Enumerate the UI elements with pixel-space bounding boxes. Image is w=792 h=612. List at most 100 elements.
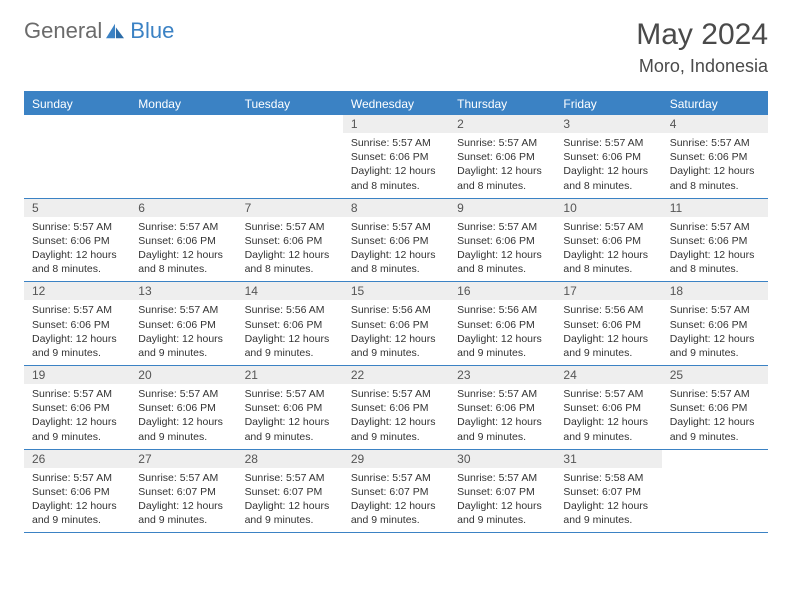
- day-body: Sunrise: 5:57 AMSunset: 6:06 PMDaylight:…: [343, 133, 449, 198]
- day-number: 21: [237, 366, 343, 384]
- day-body: Sunrise: 5:56 AMSunset: 6:06 PMDaylight:…: [449, 300, 555, 365]
- day-number: 8: [343, 199, 449, 217]
- sunset-text: Sunset: 6:06 PM: [563, 234, 653, 248]
- day-body: Sunrise: 5:57 AMSunset: 6:06 PMDaylight:…: [449, 384, 555, 449]
- month-title: May 2024: [636, 18, 768, 52]
- calendar: Sunday Monday Tuesday Wednesday Thursday…: [24, 91, 768, 533]
- day-header: Saturday: [662, 93, 768, 115]
- day-cell: 2Sunrise: 5:57 AMSunset: 6:06 PMDaylight…: [449, 115, 555, 198]
- day-body: Sunrise: 5:57 AMSunset: 6:06 PMDaylight:…: [662, 217, 768, 282]
- sunrise-text: Sunrise: 5:56 AM: [457, 303, 547, 317]
- day-number: 16: [449, 282, 555, 300]
- day-header: Tuesday: [237, 93, 343, 115]
- day-number: 9: [449, 199, 555, 217]
- day-cell: 31Sunrise: 5:58 AMSunset: 6:07 PMDayligh…: [555, 450, 661, 533]
- daylight-text: Daylight: 12 hours and 8 minutes.: [245, 248, 335, 276]
- daylight-text: Daylight: 12 hours and 9 minutes.: [351, 415, 441, 443]
- sunset-text: Sunset: 6:06 PM: [138, 401, 228, 415]
- daylight-text: Daylight: 12 hours and 9 minutes.: [457, 332, 547, 360]
- day-cell: 10Sunrise: 5:57 AMSunset: 6:06 PMDayligh…: [555, 199, 661, 282]
- day-number: 28: [237, 450, 343, 468]
- day-cell: 4Sunrise: 5:57 AMSunset: 6:06 PMDaylight…: [662, 115, 768, 198]
- week-row: 19Sunrise: 5:57 AMSunset: 6:06 PMDayligh…: [24, 366, 768, 450]
- day-number: 14: [237, 282, 343, 300]
- daylight-text: Daylight: 12 hours and 9 minutes.: [563, 499, 653, 527]
- day-cell: 7Sunrise: 5:57 AMSunset: 6:06 PMDaylight…: [237, 199, 343, 282]
- day-cell: 17Sunrise: 5:56 AMSunset: 6:06 PMDayligh…: [555, 282, 661, 365]
- sunrise-text: Sunrise: 5:57 AM: [563, 220, 653, 234]
- sunset-text: Sunset: 6:07 PM: [351, 485, 441, 499]
- day-body: Sunrise: 5:57 AMSunset: 6:06 PMDaylight:…: [130, 300, 236, 365]
- sunrise-text: Sunrise: 5:56 AM: [351, 303, 441, 317]
- day-body: Sunrise: 5:57 AMSunset: 6:06 PMDaylight:…: [555, 384, 661, 449]
- day-number: 11: [662, 199, 768, 217]
- sunrise-text: Sunrise: 5:57 AM: [670, 303, 760, 317]
- sunrise-text: Sunrise: 5:57 AM: [32, 220, 122, 234]
- day-cell: [662, 450, 768, 533]
- daylight-text: Daylight: 12 hours and 9 minutes.: [138, 415, 228, 443]
- sunset-text: Sunset: 6:07 PM: [138, 485, 228, 499]
- sunrise-text: Sunrise: 5:57 AM: [351, 136, 441, 150]
- day-cell: 25Sunrise: 5:57 AMSunset: 6:06 PMDayligh…: [662, 366, 768, 449]
- sunrise-text: Sunrise: 5:57 AM: [138, 303, 228, 317]
- day-number: 26: [24, 450, 130, 468]
- day-cell: 19Sunrise: 5:57 AMSunset: 6:06 PMDayligh…: [24, 366, 130, 449]
- week-row: 1Sunrise: 5:57 AMSunset: 6:06 PMDaylight…: [24, 115, 768, 199]
- day-cell: 5Sunrise: 5:57 AMSunset: 6:06 PMDaylight…: [24, 199, 130, 282]
- day-header: Sunday: [24, 93, 130, 115]
- sunrise-text: Sunrise: 5:57 AM: [563, 387, 653, 401]
- sunset-text: Sunset: 6:06 PM: [32, 318, 122, 332]
- daylight-text: Daylight: 12 hours and 9 minutes.: [245, 415, 335, 443]
- day-number: 30: [449, 450, 555, 468]
- logo-text-general: General: [24, 18, 102, 44]
- week-row: 12Sunrise: 5:57 AMSunset: 6:06 PMDayligh…: [24, 282, 768, 366]
- day-body: Sunrise: 5:57 AMSunset: 6:06 PMDaylight:…: [449, 133, 555, 198]
- sunset-text: Sunset: 6:06 PM: [457, 150, 547, 164]
- sunrise-text: Sunrise: 5:57 AM: [670, 136, 760, 150]
- day-number: 27: [130, 450, 236, 468]
- day-body: Sunrise: 5:57 AMSunset: 6:06 PMDaylight:…: [343, 217, 449, 282]
- sunset-text: Sunset: 6:07 PM: [245, 485, 335, 499]
- day-cell: 14Sunrise: 5:56 AMSunset: 6:06 PMDayligh…: [237, 282, 343, 365]
- day-number: 12: [24, 282, 130, 300]
- daylight-text: Daylight: 12 hours and 9 minutes.: [138, 499, 228, 527]
- day-number: 4: [662, 115, 768, 133]
- day-number: 23: [449, 366, 555, 384]
- sunset-text: Sunset: 6:06 PM: [138, 234, 228, 248]
- sunrise-text: Sunrise: 5:57 AM: [563, 136, 653, 150]
- day-number: 24: [555, 366, 661, 384]
- day-cell: 6 Sunrise: 5:57 AMSunset: 6:06 PMDaylight…: [130, 199, 236, 282]
- day-number: 25: [662, 366, 768, 384]
- day-cell: 30Sunrise: 5:57 AMSunset: 6:07 PMDayligh…: [449, 450, 555, 533]
- day-header: Wednesday: [343, 93, 449, 115]
- daylight-text: Daylight: 12 hours and 9 minutes.: [351, 332, 441, 360]
- day-cell: 3Sunrise: 5:57 AMSunset: 6:06 PMDaylight…: [555, 115, 661, 198]
- sunset-text: Sunset: 6:06 PM: [32, 485, 122, 499]
- week-row: 26Sunrise: 5:57 AMSunset: 6:06 PMDayligh…: [24, 450, 768, 534]
- sunrise-text: Sunrise: 5:57 AM: [138, 220, 228, 234]
- sunset-text: Sunset: 6:06 PM: [245, 401, 335, 415]
- sunrise-text: Sunrise: 5:58 AM: [563, 471, 653, 485]
- day-number: [237, 115, 343, 119]
- day-number: 6: [130, 199, 236, 217]
- sunset-text: Sunset: 6:06 PM: [670, 401, 760, 415]
- logo-text-blue: Blue: [130, 18, 174, 44]
- day-number: [130, 115, 236, 119]
- day-body: Sunrise: 5:57 AMSunset: 6:06 PMDaylight:…: [343, 384, 449, 449]
- daylight-text: Daylight: 12 hours and 8 minutes.: [563, 248, 653, 276]
- day-number: [662, 450, 768, 454]
- daylight-text: Daylight: 12 hours and 9 minutes.: [670, 415, 760, 443]
- day-body: Sunrise: 5:57 AMSunset: 6:07 PMDaylight:…: [130, 468, 236, 533]
- day-body: Sunrise: 5:57 AMSunset: 6:06 PMDaylight:…: [24, 468, 130, 533]
- day-number: 20: [130, 366, 236, 384]
- day-number: 15: [343, 282, 449, 300]
- sunset-text: Sunset: 6:06 PM: [670, 150, 760, 164]
- day-body: Sunrise: 5:56 AMSunset: 6:06 PMDaylight:…: [343, 300, 449, 365]
- day-number: 13: [130, 282, 236, 300]
- sunset-text: Sunset: 6:06 PM: [32, 401, 122, 415]
- sunrise-text: Sunrise: 5:57 AM: [351, 471, 441, 485]
- daylight-text: Daylight: 12 hours and 8 minutes.: [457, 164, 547, 192]
- day-cell: 29Sunrise: 5:57 AMSunset: 6:07 PMDayligh…: [343, 450, 449, 533]
- daylight-text: Daylight: 12 hours and 8 minutes.: [138, 248, 228, 276]
- day-number: [24, 115, 130, 119]
